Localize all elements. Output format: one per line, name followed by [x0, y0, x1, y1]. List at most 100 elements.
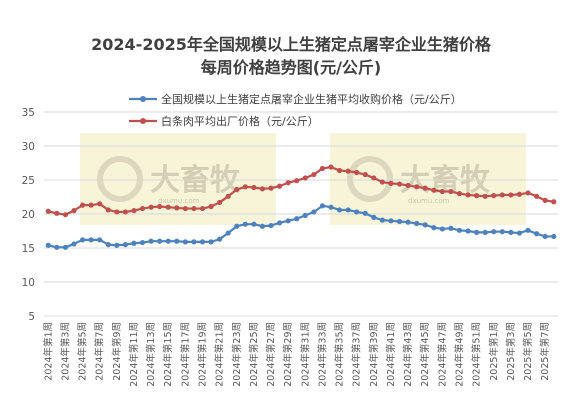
x-tick-label: 2024年第3周 — [59, 322, 71, 381]
data-point — [379, 179, 385, 185]
data-point — [354, 169, 360, 176]
data-point — [165, 204, 171, 210]
data-point — [431, 187, 437, 193]
x-tick-label: 2024年第23周 — [231, 322, 243, 387]
data-point — [354, 209, 360, 215]
data-point — [414, 184, 420, 190]
data-point — [217, 236, 223, 242]
data-point — [122, 209, 128, 215]
x-tick-label: 2024年第9周 — [111, 322, 123, 381]
data-point — [71, 241, 77, 247]
watermark-panel — [330, 133, 526, 225]
y-tick-label: 15 — [22, 243, 35, 255]
data-point — [251, 184, 257, 191]
data-point — [474, 229, 480, 235]
data-point — [456, 227, 463, 233]
x-tick-label: 2024年第31周 — [299, 322, 311, 387]
data-point — [139, 205, 146, 212]
data-point — [533, 193, 540, 199]
data-point — [431, 225, 437, 231]
data-point — [482, 193, 488, 199]
x-tick-label: 2024年第45周 — [419, 322, 431, 387]
series-1 — [45, 203, 557, 250]
data-point — [79, 202, 86, 208]
data-point — [105, 207, 111, 213]
data-point — [71, 208, 77, 214]
data-point — [157, 238, 163, 244]
data-point — [448, 225, 454, 231]
data-point — [491, 229, 497, 235]
data-point — [88, 202, 94, 208]
series-2 — [45, 164, 557, 218]
data-point — [45, 208, 51, 214]
data-point — [405, 219, 411, 225]
data-point — [157, 203, 163, 210]
x-tick-label: 2024年第33周 — [316, 322, 328, 387]
data-point — [191, 205, 197, 212]
x-tick-label: 2024年第49周 — [453, 322, 465, 387]
data-point — [388, 180, 394, 186]
data-point — [242, 221, 248, 227]
x-tick-label: 2024年第51周 — [471, 322, 483, 387]
data-point — [525, 227, 531, 233]
data-point — [276, 220, 283, 226]
watermark-subtext: dxumu.com — [158, 197, 200, 205]
data-point — [62, 244, 69, 250]
data-point — [114, 209, 120, 215]
data-point — [516, 230, 523, 236]
data-point — [174, 238, 180, 244]
x-tick-label: 2025年第7周 — [539, 322, 551, 381]
data-point — [182, 205, 188, 212]
data-point — [491, 193, 497, 199]
data-point — [533, 231, 540, 237]
data-point — [199, 239, 206, 245]
data-point — [328, 164, 334, 170]
data-point — [508, 229, 514, 235]
x-axis: 2024年第1周 2024年第3周 2024年第5周 2024年第7周 2024年第9周… — [42, 322, 551, 387]
data-point — [148, 204, 154, 210]
data-point — [319, 203, 326, 209]
y-tick-label: 30 — [22, 141, 35, 153]
data-point — [336, 167, 343, 174]
x-tick-label: 2024年第21周 — [214, 322, 226, 387]
legend-label: 白条肉平均出厂价格（元/公斤） — [161, 114, 319, 128]
data-point — [405, 182, 411, 189]
data-point — [199, 205, 206, 212]
data-point — [396, 218, 403, 225]
x-tick-label: 2024年第19周 — [196, 322, 208, 387]
data-point — [259, 223, 266, 229]
x-tick-label: 2024年第29周 — [282, 322, 294, 387]
legend-marker-icon — [140, 96, 146, 102]
data-point — [542, 233, 548, 240]
data-point — [499, 229, 505, 235]
data-point — [396, 181, 403, 187]
legend-marker-icon — [140, 118, 146, 124]
y-axis: 5 10 15 20 25 30 35 — [22, 107, 35, 323]
data-point — [294, 178, 300, 184]
legend: 全国规模以上生猪定点屠宰企业生猪平均收购价格（元/公斤） 白条肉平均出厂价格（元/… — [129, 92, 462, 128]
series-group — [45, 164, 557, 250]
y-tick-label: 20 — [22, 209, 35, 221]
data-point — [465, 192, 471, 198]
x-tick-label: 2025年第3周 — [505, 322, 517, 381]
data-point — [276, 183, 283, 189]
data-point — [345, 207, 351, 213]
data-point — [345, 168, 351, 174]
x-tick-label: 2024年第47周 — [436, 322, 448, 387]
data-point — [439, 226, 445, 232]
data-point — [148, 238, 154, 244]
data-point — [97, 237, 103, 243]
data-point — [45, 242, 51, 248]
data-point — [508, 192, 514, 198]
data-point — [448, 188, 454, 195]
x-tick-label: 2024年第37周 — [351, 322, 363, 387]
data-point — [131, 240, 137, 246]
x-tick-label: 2025年第5周 — [522, 322, 534, 381]
data-point — [234, 223, 240, 229]
data-point — [88, 237, 94, 243]
data-point — [302, 175, 308, 181]
data-point — [551, 199, 557, 205]
x-tick-label: 2024年第1周 — [42, 322, 54, 381]
data-point — [54, 210, 60, 216]
